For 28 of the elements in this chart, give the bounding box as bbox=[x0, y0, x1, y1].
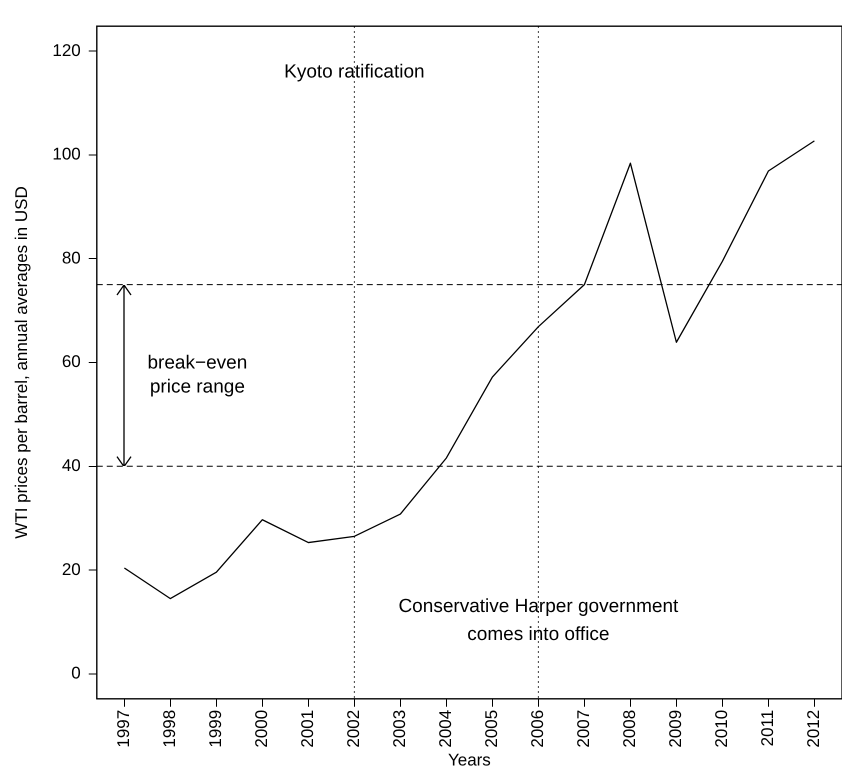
x-tick-label: 2005 bbox=[482, 710, 502, 748]
x-axis-title: Years bbox=[448, 750, 491, 770]
x-tick-label: 2012 bbox=[804, 710, 824, 748]
y-tick-label: 60 bbox=[62, 352, 81, 372]
y-axis-title: WTI prices per barrel, annual averages in USD bbox=[12, 186, 31, 539]
x-tick-label: 2009 bbox=[666, 710, 686, 748]
x-tick-label: 1998 bbox=[160, 710, 180, 748]
ref-line-label: Kyoto ratification bbox=[284, 61, 425, 82]
x-tick-label: 2010 bbox=[712, 710, 732, 748]
x-tick-label: 2011 bbox=[758, 710, 778, 746]
ref-line-label: Conservative Harper government comes into office bbox=[398, 596, 680, 646]
x-tick-label: 2006 bbox=[528, 710, 548, 748]
x-tick-label: 2008 bbox=[620, 710, 640, 748]
y-tick-label: 100 bbox=[52, 144, 81, 164]
x-tick-label: 2002 bbox=[344, 710, 364, 748]
x-tick-label: 2007 bbox=[574, 710, 594, 748]
y-tick-label: 20 bbox=[62, 560, 81, 579]
y-tick-label: 120 bbox=[52, 40, 81, 60]
annotation: break−even price range bbox=[147, 352, 248, 398]
x-tick-label: 2004 bbox=[436, 710, 456, 748]
y-tick-label: 80 bbox=[62, 248, 81, 268]
x-tick-label: 1997 bbox=[114, 710, 134, 748]
y-tick-label: 0 bbox=[71, 664, 81, 683]
x-tick-label: 2003 bbox=[390, 710, 410, 748]
x-tick-label: 2000 bbox=[252, 710, 272, 748]
x-tick-label: 1999 bbox=[206, 710, 226, 748]
y-tick-label: 40 bbox=[62, 456, 81, 475]
x-tick-label: 2001 bbox=[298, 710, 318, 748]
